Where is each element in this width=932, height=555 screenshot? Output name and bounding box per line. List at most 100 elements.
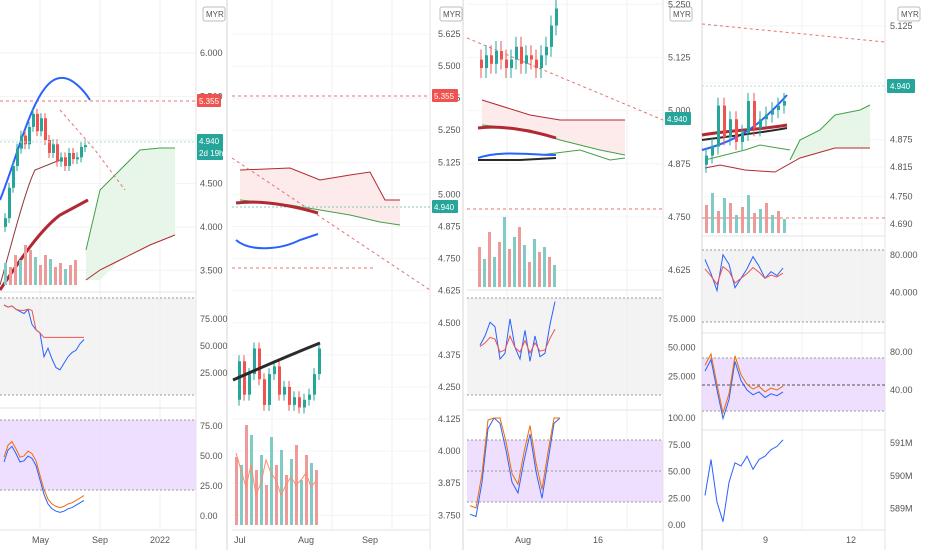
candle-body	[495, 51, 498, 64]
cloud-upper-edge	[789, 104, 871, 161]
price-tag-label: 4.940	[199, 137, 220, 146]
price-tick-label: 4.750	[890, 192, 913, 202]
volume-tick-label: 590M	[890, 471, 913, 481]
stoch-k-line	[469, 417, 561, 518]
candle-body	[535, 59, 538, 69]
volume-bar	[74, 260, 77, 285]
price-tag	[887, 79, 915, 93]
volume-bar	[771, 215, 774, 233]
ma-long-line	[701, 127, 788, 141]
candle-body	[298, 397, 301, 408]
volume-bar	[513, 237, 516, 287]
cloud-upper-edge	[481, 99, 625, 121]
candle-body	[12, 166, 15, 188]
candle-body	[288, 386, 291, 405]
candle-body	[16, 148, 19, 167]
volume-bar	[14, 255, 17, 285]
price-tick-label: 4.750	[668, 212, 691, 222]
currency-badge	[202, 6, 226, 22]
volume-bar	[265, 485, 268, 525]
rsi-tick-label: 40.000	[890, 287, 918, 297]
candle-body	[84, 145, 87, 148]
candle-body	[313, 374, 316, 395]
price-tick-label: 5.250	[438, 125, 461, 135]
volume-bar	[44, 255, 47, 285]
rsi-signal-line	[3, 304, 84, 338]
volume-bar	[69, 265, 72, 285]
ma-slow-line	[235, 200, 319, 215]
candle-body	[505, 59, 508, 69]
price-tag-label: 4.940	[434, 203, 455, 212]
candle-body	[741, 132, 744, 142]
cloud-lower-edge	[704, 147, 870, 173]
candle-body	[711, 146, 714, 156]
candle-body	[80, 146, 83, 158]
stochastic-band	[0, 420, 196, 490]
stoch-d-line	[3, 440, 85, 509]
price-tick-label: 4.375	[438, 350, 461, 360]
price-tick-label: 5.125	[668, 52, 691, 62]
candle-body	[723, 105, 726, 138]
time-tick-label: 12	[846, 535, 856, 545]
volume-bar	[518, 227, 521, 287]
ma-fast-line	[477, 152, 557, 159]
price-tick-label: 4.690	[890, 219, 913, 229]
volume-bar	[723, 198, 726, 233]
rsi-tick-label: 25.000	[200, 368, 228, 378]
price-tag-label: 4.940	[890, 82, 911, 91]
candle-body	[36, 113, 39, 132]
volume-bar	[285, 475, 288, 525]
price-tick-label: 4.875	[890, 135, 913, 145]
trend-line	[59, 109, 126, 191]
volume-bar	[478, 247, 481, 287]
price-tag	[665, 112, 691, 125]
volume-bar	[508, 249, 511, 287]
trend-line	[701, 23, 886, 43]
volume-bar	[300, 480, 303, 525]
stoch-tick-label: 100.00	[668, 413, 696, 423]
stoch-k-line	[704, 358, 784, 421]
stoch-tick-label: 50.00	[200, 451, 223, 461]
price-tick-label: 3.750	[438, 510, 461, 520]
currency-label: MYR	[206, 10, 224, 19]
stoch-tick-label: 25.00	[668, 493, 691, 503]
price-tag	[432, 200, 458, 213]
volume-bar	[34, 257, 37, 285]
rsi-tick-label: 75.000	[668, 314, 696, 324]
volume-bar	[59, 263, 62, 285]
price-tag	[197, 134, 223, 160]
price-tick-label: 4.750	[438, 254, 461, 264]
currency-badge	[669, 6, 693, 22]
price-tick-label: 4.625	[438, 286, 461, 296]
level-tag	[432, 89, 458, 102]
candle-body	[4, 218, 7, 227]
volume-bar	[305, 455, 308, 525]
stoch-tick-label: 40.00	[890, 385, 913, 395]
stoch-d-line	[469, 417, 560, 509]
ichimoku-cloud	[790, 105, 870, 160]
candle-body	[485, 55, 488, 69]
time-tick-label: Sep	[92, 535, 108, 545]
candle-body	[263, 379, 266, 405]
price-tag-label: 4.940	[667, 115, 688, 124]
candle-body	[52, 144, 55, 153]
ma-fast-line	[0, 76, 91, 201]
candle-body	[510, 59, 513, 69]
stoch-d-line	[704, 352, 784, 415]
volume-series-line	[704, 439, 784, 522]
volume-bar	[783, 219, 786, 233]
candle-body	[293, 397, 296, 405]
cloud-lower-green	[704, 144, 791, 161]
time-tick-label: Sep	[362, 535, 378, 545]
stoch-tick-label: 0.00	[668, 520, 686, 530]
volume-bar	[717, 211, 720, 233]
candle-body	[490, 55, 493, 64]
volume-bar	[290, 459, 293, 525]
volume-bar	[49, 259, 52, 285]
candle-body	[273, 366, 276, 375]
volume-bar	[310, 463, 313, 525]
price-tick-label: 5.500	[438, 61, 461, 71]
candle-body	[765, 114, 768, 120]
